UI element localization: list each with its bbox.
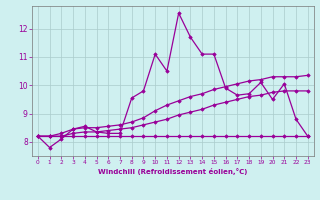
X-axis label: Windchill (Refroidissement éolien,°C): Windchill (Refroidissement éolien,°C) [98, 168, 247, 175]
